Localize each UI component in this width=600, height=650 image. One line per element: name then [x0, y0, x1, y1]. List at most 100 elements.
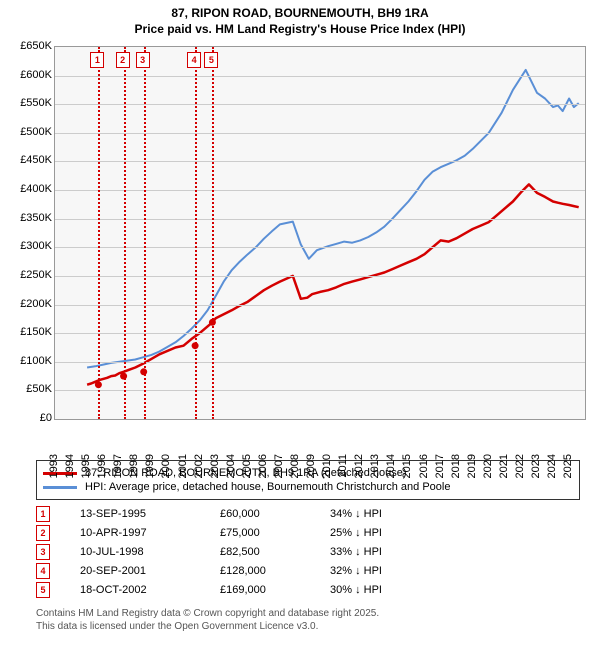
y-axis-tick-label: £450K: [6, 154, 52, 166]
x-axis-tick-label: 2008: [289, 454, 301, 478]
sales-table-row: 1 13-SEP-1995£60,00034% ↓ HPI: [36, 504, 440, 523]
chart-container: { "title_line1": "87, RIPON ROAD, BOURNE…: [0, 0, 600, 650]
y-axis-tick-label: £300K: [6, 240, 52, 252]
gridline-h: [55, 161, 585, 162]
x-axis-tick-label: 2003: [209, 454, 221, 478]
x-axis-tick-label: 2007: [273, 454, 285, 478]
footer-line-2: This data is licensed under the Open Gov…: [36, 621, 379, 634]
gridline-h: [55, 305, 585, 306]
sales-table-marker: 2: [36, 525, 50, 541]
sales-table-diff: 33% ↓ HPI: [330, 546, 440, 558]
chart-lines-svg: [55, 47, 585, 419]
sales-table-price: £169,000: [220, 584, 330, 596]
sales-table-price: £128,000: [220, 565, 330, 577]
sales-table-price: £82,500: [220, 546, 330, 558]
gridline-h: [55, 104, 585, 105]
x-axis-tick-label: 2019: [466, 454, 478, 478]
sales-table-diff: 30% ↓ HPI: [330, 584, 440, 596]
y-axis-tick-label: £50K: [6, 383, 52, 395]
x-axis-tick-label: 2024: [546, 454, 558, 478]
gridline-h: [55, 190, 585, 191]
x-axis-tick-label: 2021: [498, 454, 510, 478]
sales-table-row: 3 10-JUL-1998£82,50033% ↓ HPI: [36, 542, 440, 561]
x-axis-tick-label: 2004: [225, 454, 237, 478]
sales-table-price: £60,000: [220, 508, 330, 520]
x-axis-tick-label: 1994: [64, 454, 76, 478]
sales-table-price: £75,000: [220, 527, 330, 539]
x-axis-tick-label: 1995: [80, 454, 92, 478]
legend-swatch: [43, 486, 77, 489]
gridline-h: [55, 133, 585, 134]
sales-table-date: 10-JUL-1998: [80, 546, 220, 558]
y-axis-tick-label: £650K: [6, 40, 52, 52]
y-axis-tick-label: £200K: [6, 298, 52, 310]
gridline-h: [55, 76, 585, 77]
sales-table-marker: 1: [36, 506, 50, 522]
sales-table-date: 13-SEP-1995: [80, 508, 220, 520]
sale-marker-line: [124, 47, 126, 419]
x-axis-tick-label: 1996: [96, 454, 108, 478]
sales-table-marker: 4: [36, 563, 50, 579]
sale-marker-box: 5: [204, 52, 218, 68]
x-axis-tick-label: 2022: [514, 454, 526, 478]
gridline-h: [55, 219, 585, 220]
x-axis-tick-label: 1998: [128, 454, 140, 478]
sale-marker-box: 1: [90, 52, 104, 68]
y-axis-tick-label: £350K: [6, 212, 52, 224]
sales-table-marker: 5: [36, 582, 50, 598]
sales-table-diff: 34% ↓ HPI: [330, 508, 440, 520]
sale-marker-box: 2: [116, 52, 130, 68]
x-axis-tick-label: 2011: [337, 454, 349, 478]
y-axis-tick-label: £0: [6, 412, 52, 424]
gridline-h: [55, 247, 585, 248]
x-axis-tick-label: 1997: [112, 454, 124, 478]
sales-table-row: 4 20-SEP-2001£128,00032% ↓ HPI: [36, 561, 440, 580]
sale-marker-line: [212, 47, 214, 419]
x-axis-tick-label: 2015: [401, 454, 413, 478]
title-line-2: Price paid vs. HM Land Registry's House …: [0, 22, 600, 38]
x-axis-tick-label: 2005: [241, 454, 253, 478]
x-axis-tick-label: 2002: [193, 454, 205, 478]
chart-plot-area: [54, 46, 586, 420]
footer-licence: Contains HM Land Registry data © Crown c…: [36, 608, 379, 633]
gridline-h: [55, 390, 585, 391]
x-axis-tick-label: 2012: [353, 454, 365, 478]
sales-table-row: 5 18-OCT-2002£169,00030% ↓ HPI: [36, 580, 440, 599]
x-axis-tick-label: 2020: [482, 454, 494, 478]
x-axis-tick-label: 2025: [562, 454, 574, 478]
sales-table-date: 20-SEP-2001: [80, 565, 220, 577]
gridline-h: [55, 362, 585, 363]
chart-title: 87, RIPON ROAD, BOURNEMOUTH, BH9 1RA Pri…: [0, 0, 600, 37]
x-axis-tick-label: 1993: [48, 454, 60, 478]
legend-label: HPI: Average price, detached house, Bour…: [85, 481, 450, 493]
legend-row: HPI: Average price, detached house, Bour…: [43, 481, 573, 493]
x-axis-tick-label: 2018: [450, 454, 462, 478]
x-axis-tick-label: 2013: [369, 454, 381, 478]
x-axis-tick-label: 2006: [257, 454, 269, 478]
sales-table-diff: 32% ↓ HPI: [330, 565, 440, 577]
title-line-1: 87, RIPON ROAD, BOURNEMOUTH, BH9 1RA: [0, 6, 600, 22]
sale-marker-box: 3: [136, 52, 150, 68]
x-axis-tick-label: 2016: [418, 454, 430, 478]
sale-marker-line: [195, 47, 197, 419]
sale-marker-box: 4: [187, 52, 201, 68]
footer-line-1: Contains HM Land Registry data © Crown c…: [36, 608, 379, 621]
gridline-h: [55, 333, 585, 334]
y-axis-tick-label: £550K: [6, 97, 52, 109]
sales-table-marker: 3: [36, 544, 50, 560]
x-axis-tick-label: 2017: [434, 454, 446, 478]
sale-marker-line: [144, 47, 146, 419]
gridline-h: [55, 276, 585, 277]
x-axis-tick-label: 2001: [177, 454, 189, 478]
y-axis-tick-label: £150K: [6, 326, 52, 338]
sales-table-date: 18-OCT-2002: [80, 584, 220, 596]
sales-table: 1 13-SEP-1995£60,00034% ↓ HPI 2 10-APR-1997…: [36, 504, 440, 599]
x-axis-tick-label: 2009: [305, 454, 317, 478]
x-axis-tick-label: 2000: [160, 454, 172, 478]
sales-table-diff: 25% ↓ HPI: [330, 527, 440, 539]
x-axis-tick-label: 1999: [144, 454, 156, 478]
sales-table-date: 10-APR-1997: [80, 527, 220, 539]
x-axis-tick-label: 2014: [385, 454, 397, 478]
y-axis-tick-label: £500K: [6, 126, 52, 138]
x-axis-tick-label: 2010: [321, 454, 333, 478]
